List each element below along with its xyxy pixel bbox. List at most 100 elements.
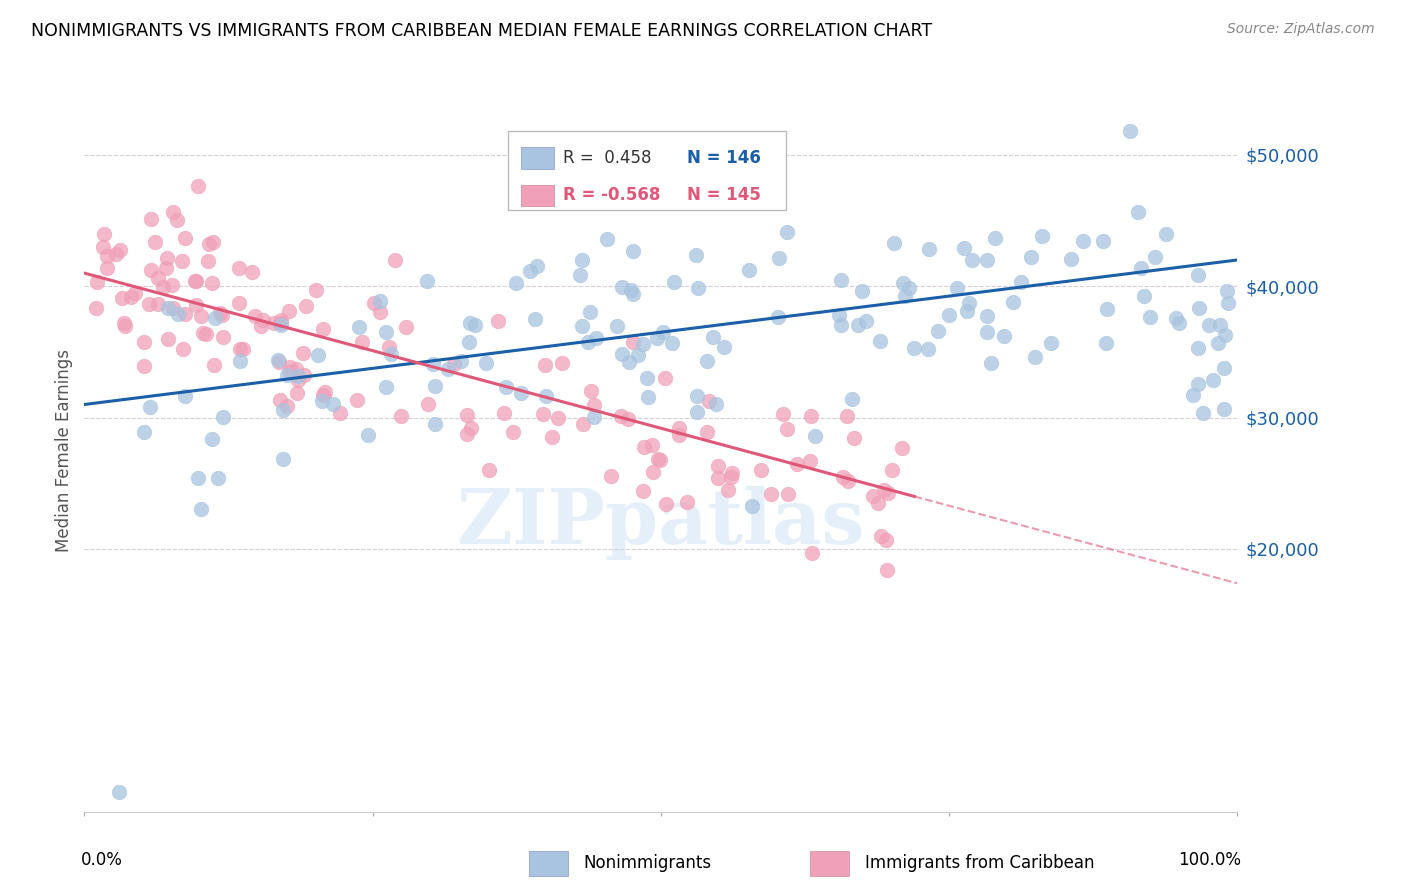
Point	[436, 362, 458, 376]
Point	[456, 408, 478, 422]
Point	[699, 393, 721, 408]
Point	[170, 253, 193, 268]
Point	[655, 497, 678, 511]
Point	[1166, 310, 1188, 325]
Point	[862, 489, 884, 503]
Point	[187, 471, 209, 485]
Point	[183, 274, 205, 288]
Point	[190, 502, 212, 516]
Text: NONIMMIGRANTS VS IMMIGRANTS FROM CARIBBEAN MEDIAN FEMALE EARNINGS CORRELATION CH: NONIMMIGRANTS VS IMMIGRANTS FROM CARIBBE…	[31, 22, 932, 40]
Point	[534, 389, 557, 403]
Point	[458, 334, 481, 349]
Point	[612, 280, 634, 294]
Point	[903, 341, 925, 355]
Point	[509, 385, 531, 400]
Point	[540, 430, 562, 444]
Point	[576, 334, 599, 349]
Point	[633, 440, 655, 454]
Point	[636, 371, 658, 385]
Point	[162, 205, 184, 219]
Point	[702, 330, 724, 344]
Point	[851, 285, 873, 299]
Point	[271, 403, 294, 417]
Point	[191, 326, 214, 341]
Point	[1212, 401, 1234, 416]
Point	[292, 368, 315, 382]
Point	[828, 308, 851, 322]
Point	[271, 452, 294, 467]
Point	[141, 263, 163, 277]
Point	[956, 303, 979, 318]
Point	[162, 301, 184, 316]
Point	[108, 243, 131, 257]
Point	[201, 432, 224, 446]
Point	[1206, 335, 1229, 350]
Point	[976, 325, 998, 339]
Point	[443, 357, 465, 371]
Point	[240, 265, 263, 279]
Point	[1092, 235, 1115, 249]
Point	[637, 391, 659, 405]
Point	[187, 179, 209, 194]
Point	[384, 252, 406, 267]
Point	[166, 307, 188, 321]
Point	[166, 212, 188, 227]
Text: N = 145: N = 145	[686, 186, 761, 204]
Point	[869, 334, 891, 348]
Point	[1010, 275, 1032, 289]
Point	[276, 399, 298, 413]
Point	[138, 400, 160, 414]
Point	[229, 353, 252, 368]
Point	[571, 318, 593, 333]
Point	[186, 275, 208, 289]
Point	[1060, 252, 1083, 266]
Point	[846, 318, 869, 332]
Point	[772, 407, 794, 421]
Point	[1031, 228, 1053, 243]
Point	[661, 336, 683, 351]
Point	[688, 280, 710, 294]
Point	[329, 405, 352, 419]
Point	[841, 392, 863, 406]
Point	[869, 528, 891, 542]
Point	[600, 469, 623, 483]
Y-axis label: Median Female Earnings: Median Female Earnings	[55, 349, 73, 552]
Point	[685, 405, 707, 419]
Point	[621, 286, 644, 301]
Point	[876, 486, 898, 500]
Point	[1095, 301, 1118, 316]
Point	[285, 362, 308, 376]
Point	[1154, 227, 1177, 241]
Point	[641, 437, 664, 451]
Point	[145, 235, 167, 249]
Point	[633, 484, 655, 499]
Point	[375, 325, 398, 339]
Point	[311, 394, 333, 409]
Point	[627, 348, 650, 362]
Point	[312, 322, 335, 336]
Point	[146, 271, 169, 285]
Point	[495, 379, 517, 393]
Point	[759, 487, 782, 501]
Point	[157, 301, 180, 316]
Point	[1019, 250, 1042, 264]
Point	[606, 319, 628, 334]
Point	[631, 337, 654, 351]
Point	[486, 314, 509, 328]
Point	[478, 462, 501, 476]
Point	[1212, 360, 1234, 375]
Point	[1040, 336, 1063, 351]
Point	[617, 411, 640, 425]
Point	[993, 329, 1015, 343]
Point	[776, 422, 799, 436]
Point	[976, 252, 998, 267]
Point	[84, 301, 107, 316]
Point	[938, 308, 960, 322]
Point	[668, 428, 690, 442]
Point	[610, 347, 633, 361]
Point	[976, 309, 998, 323]
Point	[464, 318, 486, 333]
Point	[1024, 350, 1046, 364]
Point	[172, 342, 194, 356]
Point	[676, 495, 699, 509]
